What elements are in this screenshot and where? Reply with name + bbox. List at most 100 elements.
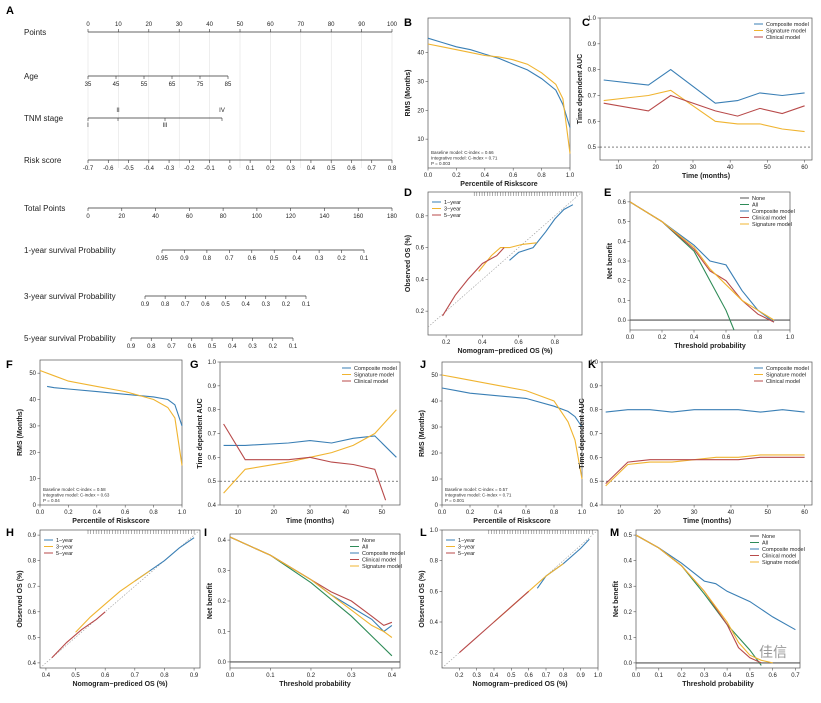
- nomogram-tick-label: 0.9: [180, 256, 189, 262]
- nomogram-tick-label: 75: [197, 82, 204, 88]
- x-tick-label: 0.8: [149, 510, 158, 516]
- x-tick-label: 0.0: [226, 673, 235, 679]
- nomogram-tick-label: 180: [387, 214, 398, 220]
- nomogram-tick-label: 0.1: [360, 256, 369, 262]
- nomogram-tick-label: -0.2: [184, 166, 195, 172]
- series-line-signatre-model: [635, 534, 773, 664]
- y-axis-label: Time dependent AUC: [579, 398, 586, 468]
- x-tick-label: 60: [801, 510, 808, 516]
- nomogram-tick-label: 45: [113, 82, 120, 88]
- legend-label: 3−year: [444, 207, 461, 213]
- legend-label: None: [752, 196, 765, 202]
- legend-label: Composite model: [362, 551, 405, 557]
- panel-label-a: A: [6, 5, 14, 17]
- x-tick-label: 0.3: [700, 673, 709, 679]
- y-tick-label: 0.7: [590, 432, 599, 438]
- nomogram-tick-label: 140: [319, 214, 330, 220]
- x-tick-label: 50: [379, 510, 386, 516]
- legend-label: 5−year: [444, 213, 461, 219]
- x-tick-label: 0.2: [307, 673, 316, 679]
- nomogram-tick-label: 0.2: [266, 166, 275, 172]
- x-tick-label: 0.0: [438, 510, 447, 516]
- y-tick-label: 0.5: [28, 635, 37, 641]
- nomogram-tick-label: -0.5: [123, 166, 134, 172]
- series-line-clinical-model: [605, 456, 805, 484]
- nomogram-tick-label: 0.8: [203, 256, 212, 262]
- x-tick-label: 0.0: [36, 510, 45, 516]
- panel-a-nomogram: A Points 0 10 20 30 40 50 60 70 80 90 100 Age 35 45 55 65…: [6, 5, 398, 350]
- x-axis-label: Time (months): [683, 518, 731, 525]
- x-tick-label: 0.4: [478, 340, 487, 346]
- y-tick-label: 0.4: [430, 620, 439, 626]
- legend-label: 5−year: [458, 551, 475, 557]
- nomogram-tick-label: 160: [353, 214, 364, 220]
- nomogram-tick-label: -0.6: [103, 166, 114, 172]
- x-tick-label: 0.7: [791, 673, 800, 679]
- series-line-s1: [427, 43, 571, 154]
- series-line-all: [635, 534, 762, 666]
- x-tick-label: 0.1: [266, 673, 275, 679]
- y-tick-label: 0.4: [218, 538, 227, 544]
- x-tick-label: 0.4: [93, 510, 102, 516]
- panel-label-l: L: [420, 527, 427, 539]
- nomogram-tick-label: 100: [387, 22, 398, 28]
- x-tick-label: 1.0: [178, 510, 187, 516]
- y-tick-label: 20: [431, 451, 438, 457]
- nomogram-tick-label: 0.3: [315, 256, 324, 262]
- legend-label: Clinical model: [354, 379, 388, 385]
- series-line-composite-model: [605, 409, 805, 413]
- x-tick-label: 10: [617, 510, 624, 516]
- x-tick-label: 0.6: [524, 673, 533, 679]
- y-tick-label: 0.5: [618, 220, 627, 226]
- series-line-composite-model: [603, 68, 805, 104]
- nomogram-tick-label: 0.6: [188, 344, 197, 350]
- y-tick-label: 0.4: [624, 559, 633, 565]
- x-tick-label: 0.2: [452, 173, 461, 179]
- x-tick-label: 60: [801, 165, 808, 171]
- series-line-signature-model: [629, 201, 775, 321]
- series-line-signature-model: [603, 89, 805, 133]
- x-tick-label: 0.8: [537, 173, 546, 179]
- x-tick-label: 1.0: [578, 510, 587, 516]
- legend-label: 1−year: [56, 538, 73, 544]
- y-tick-label: 0.8: [208, 408, 217, 414]
- x-axis-label: Time (months): [682, 173, 730, 180]
- y-tick-label: 1.0: [588, 16, 597, 22]
- x-tick-label: 0.8: [550, 510, 559, 516]
- panel-label-j: J: [420, 359, 426, 371]
- series-line-s0: [441, 387, 583, 428]
- nomogram-tick-label: 0.7: [181, 302, 190, 308]
- nomogram-row-label: 3-year survival Probability: [24, 292, 116, 301]
- nomogram-tick-label: 0.3: [248, 344, 257, 350]
- y-tick-label: 30: [29, 424, 36, 430]
- legend-label: 1−year: [458, 538, 475, 544]
- y-tick-label: 50: [431, 373, 438, 379]
- series-line-3-year: [478, 242, 537, 272]
- series-line-clinical-model: [603, 94, 805, 117]
- y-tick-label: 0.9: [28, 533, 37, 539]
- x-tick-label: 20: [271, 510, 278, 516]
- nomogram-tick-label: I: [87, 123, 89, 129]
- y-axis-label: Observed OS (%): [17, 570, 24, 627]
- legend-label: All: [362, 545, 368, 551]
- nomogram-tick-label: 60: [267, 22, 274, 28]
- plot-frame: [427, 17, 571, 169]
- x-tick-label: 0.2: [455, 673, 464, 679]
- panel-j-chart: J 0.0 0.2 0.4 0.6 0.8 1.0 0 10 20 30 40 50 Percentile…: [419, 359, 587, 525]
- y-tick-label: 0.5: [208, 479, 217, 485]
- nomogram-tick-label: 40: [152, 214, 159, 220]
- y-tick-label: 40: [417, 51, 424, 57]
- y-axis-label: RMS (Months): [405, 69, 412, 116]
- ideal-diagonal: [427, 191, 583, 328]
- y-tick-label: 10: [417, 137, 424, 143]
- x-tick-label: 0.0: [626, 335, 635, 341]
- annotation-text: Baseline model: C-index = 0.58: [43, 487, 106, 492]
- series-line-signature-model: [223, 409, 397, 494]
- nomogram-row-label: 5-year survival Probability: [24, 334, 116, 343]
- y-axis-label: Observed OS (%): [419, 570, 426, 627]
- nomogram-tick-label: 0.4: [292, 256, 301, 262]
- nomogram-tick-label: 0.7: [225, 256, 234, 262]
- y-axis-label: Observed OS (%): [405, 235, 412, 292]
- nomogram-tick-label: 65: [169, 82, 176, 88]
- legend-label: 3−year: [56, 545, 73, 551]
